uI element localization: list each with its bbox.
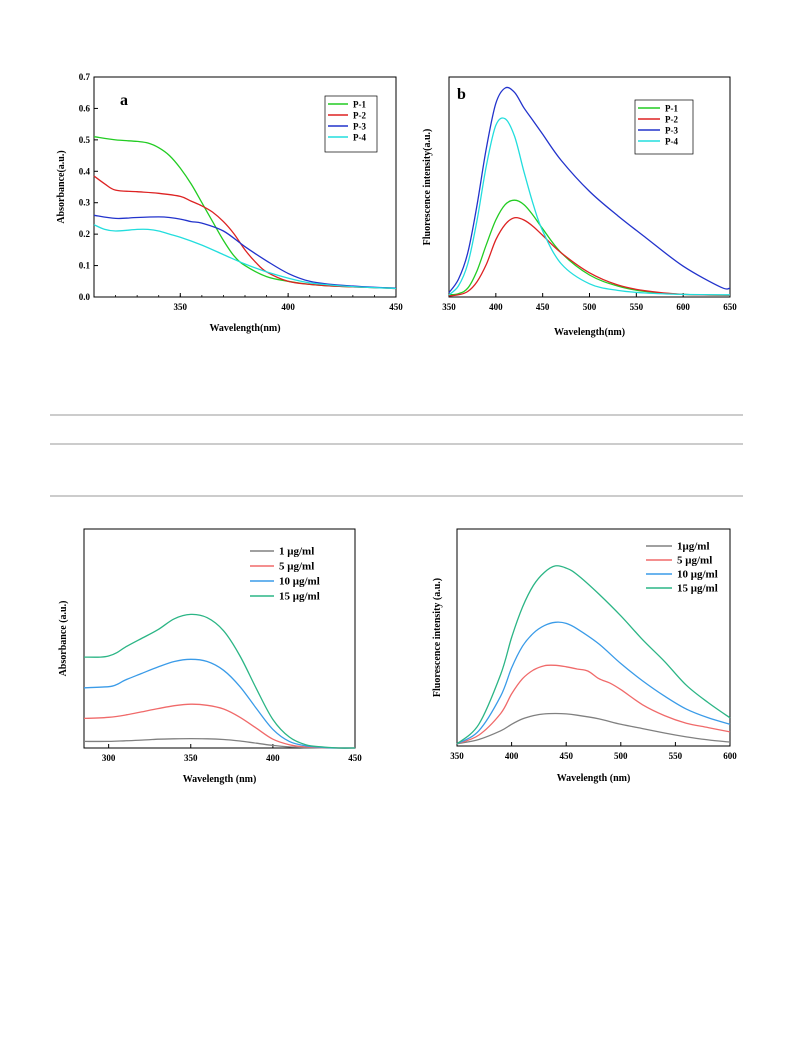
x-tick-label: 400 — [266, 753, 280, 763]
x-tick-label: 400 — [281, 302, 295, 312]
y-tick-label: 0.6 — [79, 103, 91, 113]
y-tick-label: 0.2 — [79, 229, 91, 239]
x-tick-label: 500 — [614, 751, 628, 761]
series-line-4 — [448, 117, 731, 296]
legend-label: 10 μg/ml — [279, 576, 320, 588]
series-line-4 — [83, 613, 356, 749]
chart-c: 300 350 400 450 1 μg/ml 5 μg/ml 10 μg/ml 15 μg/… — [58, 528, 362, 785]
legend-label: P-2 — [353, 111, 366, 121]
legend-label: P-2 — [665, 115, 678, 125]
x-tick-label: 600 — [723, 751, 737, 761]
x-axis-title: Wavelength(nm) — [209, 323, 280, 334]
y-axis-title: Fluorescence intensity (a.u.) — [432, 578, 443, 697]
x-tick-label: 650 — [723, 302, 737, 312]
legend-label: P-3 — [665, 126, 678, 136]
legend-label: 1μg/ml — [677, 541, 710, 553]
plot-frame — [456, 528, 731, 747]
x-axis-title: Wavelength (nm) — [557, 773, 631, 784]
x-tick-label: 600 — [676, 302, 690, 312]
legend-label: P-3 — [353, 122, 366, 132]
y-tick-label: 0.1 — [79, 261, 91, 271]
legend-label: 1 μg/ml — [279, 546, 314, 558]
series-line-2 — [83, 703, 356, 749]
y-tick-label: 0.4 — [79, 166, 91, 176]
x-axis-title: Wavelength (nm) — [183, 774, 257, 785]
legend: 1μg/ml 5 μg/ml 10 μg/ml 15 μg/ml — [646, 541, 718, 595]
legend-label: 5 μg/ml — [279, 561, 314, 573]
y-tick-label: 0.0 — [79, 292, 91, 302]
panel-label: a — [120, 92, 128, 109]
panel-label: b — [457, 86, 466, 103]
x-tick-label: 450 — [389, 302, 403, 312]
series-line-3 — [456, 621, 731, 745]
series-line-3 — [93, 214, 397, 289]
chart-b: 350 400 450 500 550 600 650 P-1P-2P-3P-4 b Wavele… — [422, 76, 737, 338]
x-tick-label: 550 — [669, 751, 683, 761]
x-tick-label: 550 — [630, 302, 644, 312]
series-line-1 — [93, 136, 397, 289]
legend-label: P-1 — [353, 100, 366, 110]
x-tick-label: 450 — [559, 751, 573, 761]
x-tick-label: 350 — [184, 753, 198, 763]
legend-label: P-4 — [665, 137, 678, 147]
legend-label: 10 μg/ml — [677, 569, 718, 581]
charts-group: 350 400 4500.00.10.20.30.40.50.60.7P-1P-2P… — [56, 72, 737, 785]
y-axis-title: Fluorescence intensity(a.u.) — [422, 129, 433, 246]
series-line-1 — [448, 199, 731, 296]
y-axis-title: Absorbance(a.u.) — [56, 150, 67, 223]
legend: P-1P-2P-3P-4 — [324, 95, 378, 153]
series-line-2 — [448, 216, 731, 297]
y-tick-label: 0.3 — [79, 198, 91, 208]
x-tick-label: 300 — [102, 753, 116, 763]
series-line-2 — [456, 664, 731, 745]
y-tick-label: 0.5 — [79, 135, 91, 145]
legend-label: 15 μg/ml — [677, 583, 718, 595]
legend-box — [634, 99, 694, 155]
plot-frame — [83, 528, 356, 749]
y-tick-label: 0.7 — [79, 72, 91, 82]
legend-label: P-1 — [665, 104, 678, 114]
x-tick-label: 400 — [489, 302, 503, 312]
x-tick-label: 400 — [505, 751, 519, 761]
series-line-3 — [448, 86, 731, 293]
x-tick-label: 500 — [583, 302, 597, 312]
y-axis-title: Absorbance (a.u.) — [58, 601, 69, 677]
x-tick-label: 350 — [174, 302, 188, 312]
series-line-1 — [456, 712, 731, 745]
x-tick-label: 350 — [442, 302, 456, 312]
legend: P-1P-2P-3P-4 — [634, 99, 694, 155]
legend-label: P-4 — [353, 133, 366, 143]
legend-box — [324, 95, 378, 153]
x-tick-label: 450 — [536, 302, 550, 312]
legend-label: 15 μg/ml — [279, 591, 320, 603]
x-tick-label: 350 — [450, 751, 464, 761]
chart-a: 350 400 4500.00.10.20.30.40.50.60.7P-1P-2P… — [56, 72, 403, 334]
legend: 1 μg/ml 5 μg/ml 10 μg/ml 15 μg/ml — [250, 546, 320, 603]
series-line-2 — [93, 175, 397, 290]
x-axis-title: Wavelength(nm) — [554, 327, 625, 338]
series-line-3 — [83, 658, 356, 749]
series-line-4 — [93, 224, 397, 290]
series-line-4 — [456, 565, 731, 745]
x-tick-label: 450 — [348, 753, 362, 763]
legend-label: 5 μg/ml — [677, 555, 712, 567]
